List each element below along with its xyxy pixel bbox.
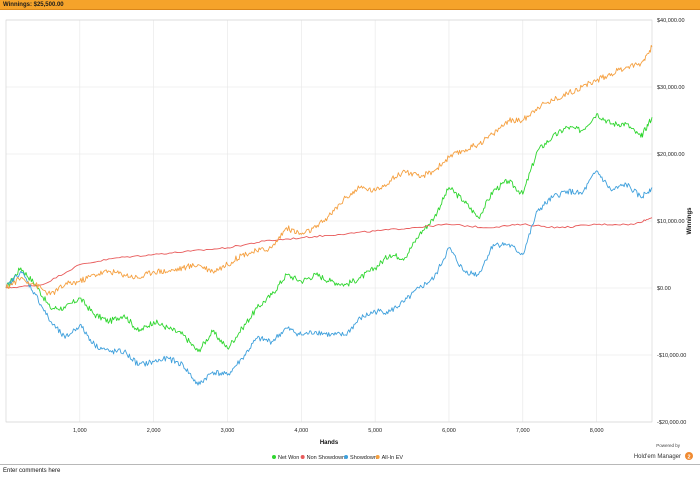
x-tick-label: 6,000 xyxy=(442,428,456,434)
y-axis-title: Winnings xyxy=(687,207,693,235)
plot-border xyxy=(5,19,653,423)
x-axis-title: Hands xyxy=(320,440,339,446)
y-tick-label: $40,000.00 xyxy=(657,18,685,24)
comments-input[interactable]: Enter comments here xyxy=(0,464,700,498)
legend-marker-icon xyxy=(272,455,276,459)
x-tick-label: 4,000 xyxy=(294,428,308,434)
series-line-all-in-ev xyxy=(5,44,653,296)
brand-logo-icon xyxy=(685,452,693,460)
powered-by-text: Powered by xyxy=(656,443,681,448)
legend-item[interactable]: Net Won xyxy=(272,455,299,461)
legend-marker-icon xyxy=(300,455,305,459)
y-tick-label: $0.00 xyxy=(657,286,671,292)
comments-placeholder: Enter comments here xyxy=(3,468,61,474)
legend-item[interactable]: Non Showdown xyxy=(300,455,346,461)
series-line-showdown xyxy=(5,170,653,386)
x-tick-label: 2,000 xyxy=(147,428,161,434)
x-tick-label: 5,000 xyxy=(368,428,382,434)
y-tick-label: $30,000.00 xyxy=(657,85,685,91)
legend-marker-icon xyxy=(344,455,349,459)
x-tick-label: 1,000 xyxy=(73,428,87,434)
legend-label: Showdown xyxy=(350,455,377,461)
winnings-chart-svg: 1,000 2,000 3,000 4,000 5,000 6,000 7,000 8,000… xyxy=(5,18,693,461)
x-tick-label: 7,000 xyxy=(516,428,530,434)
series-layer xyxy=(5,44,653,386)
legend[interactable]: Net Won Non Showdown Showdown All-In EV xyxy=(272,455,403,461)
legend-marker-icon xyxy=(375,455,380,459)
y-tick-label: $20,000.00 xyxy=(657,152,685,158)
legend-label: All-In EV xyxy=(382,455,404,461)
winnings-chart: 1,000 2,000 3,000 4,000 5,000 6,000 7,000 8,000… xyxy=(0,10,700,464)
y-axis-ticks: $40,000.00 $30,000.00 $20,000.00 $10,000.00… xyxy=(657,18,686,426)
y-tick-label: -$20,000.00 xyxy=(657,420,686,426)
grid-layer xyxy=(5,19,653,423)
series-line-non-showdown xyxy=(5,217,653,289)
legend-label: Non Showdown xyxy=(307,455,346,461)
y-tick-label: -$10,000.00 xyxy=(657,353,686,359)
x-axis-ticks: 1,000 2,000 3,000 4,000 5,000 6,000 7,000 8,000 xyxy=(73,428,604,434)
legend-label: Net Won xyxy=(278,455,299,461)
branding: Powered by Hold'em Manager 2 xyxy=(634,443,693,461)
window-title-bar: Winnings: $25,500.00 xyxy=(0,0,700,10)
legend-item[interactable]: All-In EV xyxy=(375,455,404,461)
x-tick-label: 8,000 xyxy=(590,428,604,434)
y-tick-label: $10,000.00 xyxy=(657,219,685,225)
window-title: Winnings: $25,500.00 xyxy=(3,2,64,8)
product-name: Hold'em Manager xyxy=(634,454,681,460)
brand-logo-number: 2 xyxy=(687,455,690,461)
series-line-net-won xyxy=(5,113,653,353)
legend-item[interactable]: Showdown xyxy=(344,455,377,461)
x-tick-label: 3,000 xyxy=(221,428,235,434)
